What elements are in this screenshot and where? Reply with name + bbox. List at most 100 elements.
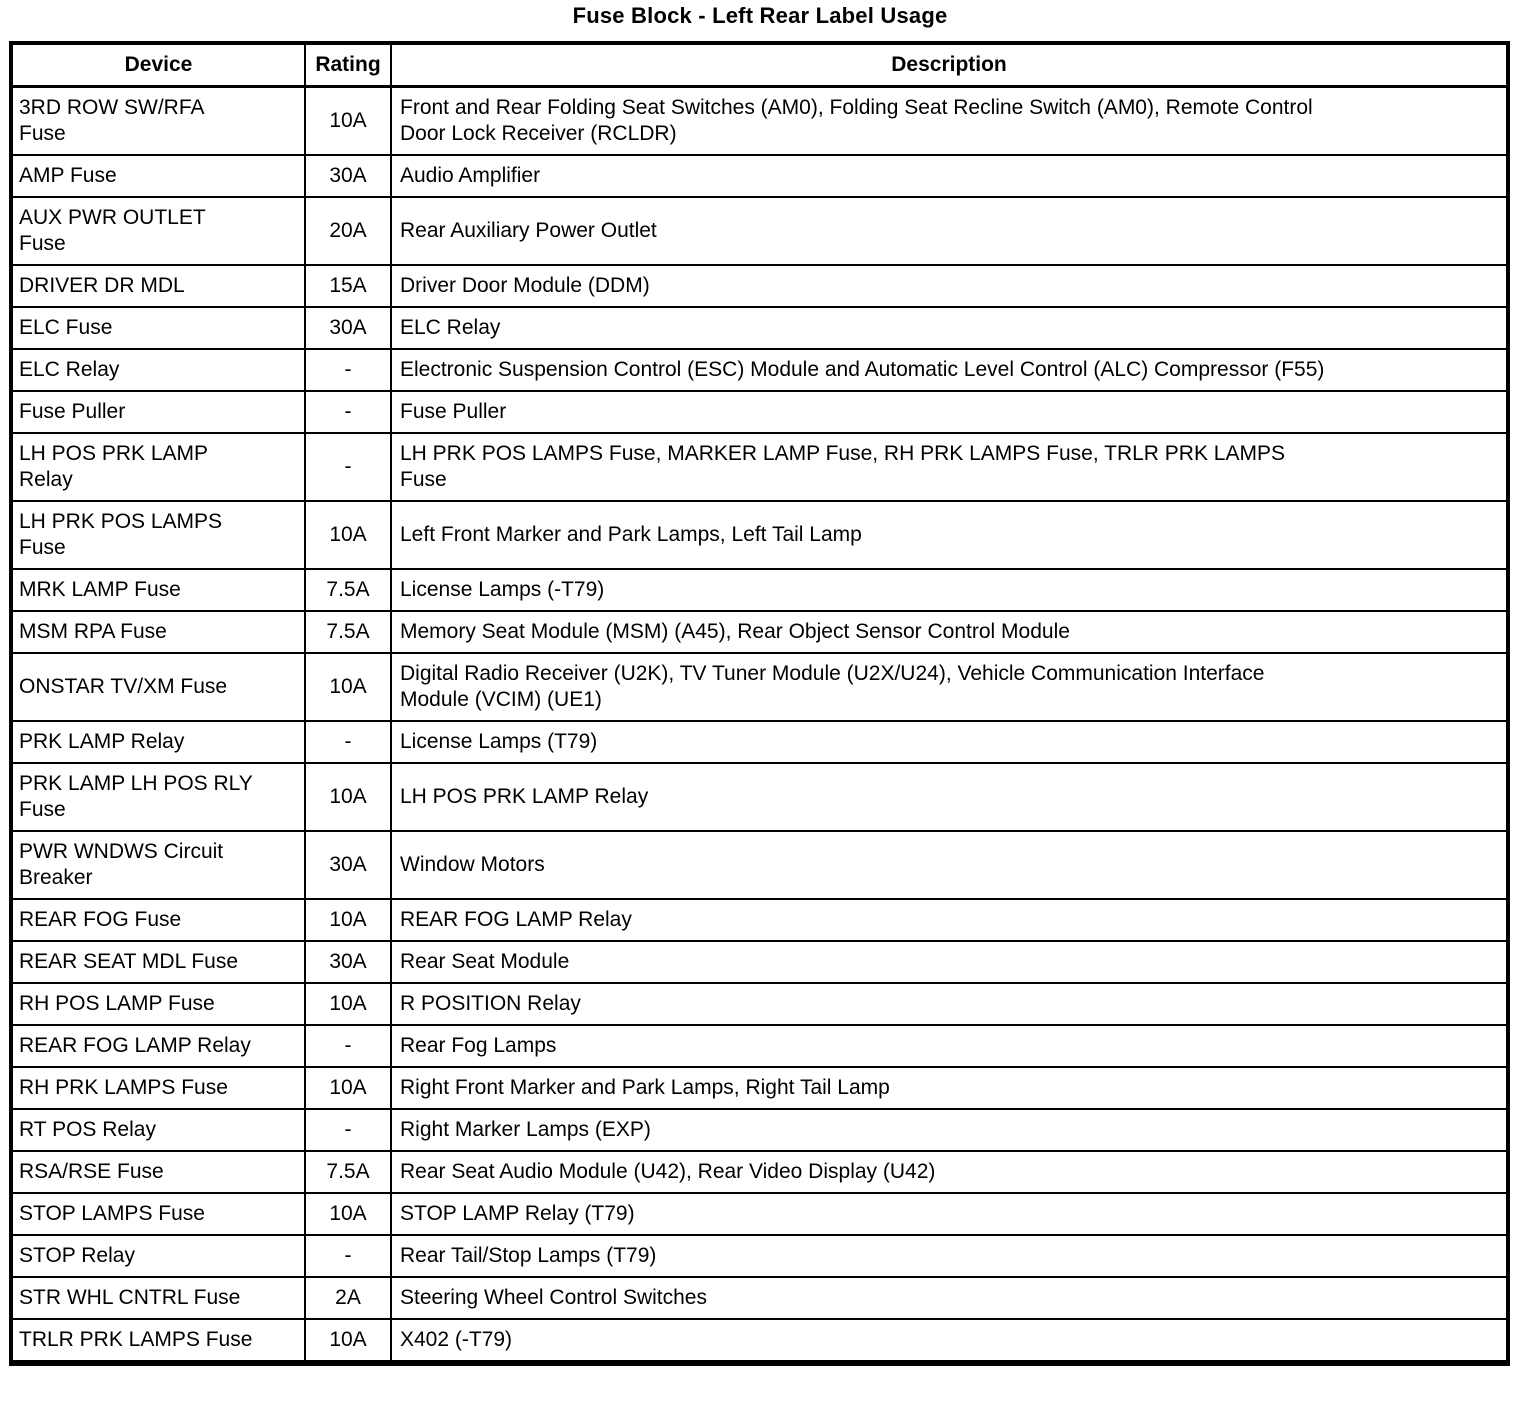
cell-device: TRLR PRK LAMPS Fuse (10, 1318, 306, 1364)
cell-rating: 2A (304, 1276, 392, 1320)
cell-device: REAR FOG Fuse (10, 898, 306, 942)
cell-rating: 7.5A (304, 1150, 392, 1194)
table-row: AUX PWR OUTLET Fuse 20A Rear Auxiliary Pow… (10, 196, 1509, 266)
cell-rating: 10A (304, 1318, 392, 1364)
cell-description: Window Motors (390, 830, 1509, 900)
cell-description: REAR FOG LAMP Relay (390, 898, 1509, 942)
table-row: AMP Fuse 30A Audio Amplifier (10, 154, 1509, 198)
cell-rating: - (304, 348, 392, 392)
cell-rating: 30A (304, 940, 392, 984)
table-row: RSA/RSE Fuse 7.5A Rear Seat Audio Module (… (10, 1150, 1509, 1194)
table-row: ONSTAR TV/XM Fuse 10A Digital Radio Receiv… (10, 652, 1509, 722)
table-row: STOP LAMPS Fuse 10A STOP LAMP Relay (T79) (10, 1192, 1509, 1236)
cell-rating: 10A (304, 1066, 392, 1110)
cell-device: RH POS LAMP Fuse (10, 982, 306, 1026)
table-row: MSM RPA Fuse 7.5A Memory Seat Module (MSM)… (10, 610, 1509, 654)
cell-rating: 10A (304, 982, 392, 1026)
table-row: REAR SEAT MDL Fuse 30A Rear Seat Module (10, 940, 1509, 984)
cell-rating: - (304, 432, 392, 502)
column-header-device: Device (10, 42, 306, 88)
cell-description: ELC Relay (390, 306, 1509, 350)
cell-rating: 30A (304, 154, 392, 198)
cell-device: STOP Relay (10, 1234, 306, 1278)
table-row: Fuse Puller - Fuse Puller (10, 390, 1509, 434)
cell-rating: - (304, 1234, 392, 1278)
cell-description: Rear Seat Module (390, 940, 1509, 984)
cell-rating: 30A (304, 306, 392, 350)
cell-device: STOP LAMPS Fuse (10, 1192, 306, 1236)
cell-description: Right Front Marker and Park Lamps, Right… (390, 1066, 1509, 1110)
table-row: STR WHL CNTRL Fuse 2A Steering Wheel Contr… (10, 1276, 1509, 1320)
table-row: TRLR PRK LAMPS Fuse 10A X402 (-T79) (10, 1318, 1509, 1364)
cell-device: LH PRK POS LAMPS Fuse (10, 500, 306, 570)
cell-device: AMP Fuse (10, 154, 306, 198)
table-row: STOP Relay - Rear Tail/Stop Lamps (T79) (10, 1234, 1509, 1278)
table-body: 3RD ROW SW/RFA Fuse 10A Front and Rear Fol… (10, 85, 1509, 1364)
cell-rating: - (304, 720, 392, 764)
table-row: ELC Relay - Electronic Suspension Control … (10, 348, 1509, 392)
cell-description: License Lamps (-T79) (390, 568, 1509, 612)
cell-rating: - (304, 1108, 392, 1152)
cell-device: ELC Fuse (10, 306, 306, 350)
cell-description: Rear Tail/Stop Lamps (T79) (390, 1234, 1509, 1278)
cell-description: X402 (-T79) (390, 1318, 1509, 1364)
cell-device: AUX PWR OUTLET Fuse (10, 196, 306, 266)
cell-rating: 10A (304, 762, 392, 832)
cell-description: STOP LAMP Relay (T79) (390, 1192, 1509, 1236)
cell-description: Fuse Puller (390, 390, 1509, 434)
cell-device: ELC Relay (10, 348, 306, 392)
table-row: PRK LAMP LH POS RLY Fuse 10A LH POS PRK LA… (10, 762, 1509, 832)
cell-description: Digital Radio Receiver (U2K), TV Tuner M… (390, 652, 1509, 722)
cell-description: License Lamps (T79) (390, 720, 1509, 764)
cell-description: R POSITION Relay (390, 982, 1509, 1026)
cell-rating: 15A (304, 264, 392, 308)
table-row: REAR FOG LAMP Relay - Rear Fog Lamps (10, 1024, 1509, 1068)
cell-description: Audio Amplifier (390, 154, 1509, 198)
cell-rating: 7.5A (304, 610, 392, 654)
cell-rating: 10A (304, 652, 392, 722)
cell-device: RT POS Relay (10, 1108, 306, 1152)
table-row: PRK LAMP Relay - License Lamps (T79) (10, 720, 1509, 764)
cell-description: Rear Auxiliary Power Outlet (390, 196, 1509, 266)
column-header-rating: Rating (304, 42, 392, 88)
cell-device: Fuse Puller (10, 390, 306, 434)
cell-rating: 10A (304, 898, 392, 942)
fuse-block-table: Device Rating Description 3RD ROW SW/RFA… (9, 41, 1510, 1366)
cell-device: REAR SEAT MDL Fuse (10, 940, 306, 984)
cell-description: Left Front Marker and Park Lamps, Left T… (390, 500, 1509, 570)
cell-device: STR WHL CNTRL Fuse (10, 1276, 306, 1320)
cell-description: Rear Fog Lamps (390, 1024, 1509, 1068)
cell-rating: - (304, 1024, 392, 1068)
header-row: Device Rating Description (10, 42, 1509, 88)
table-row: ELC Fuse 30A ELC Relay (10, 306, 1509, 350)
cell-device: PRK LAMP LH POS RLY Fuse (10, 762, 306, 832)
cell-device: REAR FOG LAMP Relay (10, 1024, 306, 1068)
cell-device: PRK LAMP Relay (10, 720, 306, 764)
table-row: MRK LAMP Fuse 7.5A License Lamps (-T79) (10, 568, 1509, 612)
cell-description: Driver Door Module (DDM) (390, 264, 1509, 308)
table-row: 3RD ROW SW/RFA Fuse 10A Front and Rear Fol… (10, 85, 1509, 156)
cell-description: Memory Seat Module (MSM) (A45), Rear Obj… (390, 610, 1509, 654)
table-row: RT POS Relay - Right Marker Lamps (EXP) (10, 1108, 1509, 1152)
cell-description: Rear Seat Audio Module (U42), Rear Video… (390, 1150, 1509, 1194)
table-header: Device Rating Description (10, 42, 1509, 88)
cell-device: LH POS PRK LAMP Relay (10, 432, 306, 502)
cell-device: MRK LAMP Fuse (10, 568, 306, 612)
cell-rating: 20A (304, 196, 392, 266)
cell-description: LH POS PRK LAMP Relay (390, 762, 1509, 832)
cell-rating: - (304, 390, 392, 434)
cell-rating: 10A (304, 500, 392, 570)
table-row: LH PRK POS LAMPS Fuse 10A Left Front Marke… (10, 500, 1509, 570)
cell-rating: 10A (304, 85, 392, 156)
page-title: Fuse Block - Left Rear Label Usage (572, 3, 948, 28)
cell-description: LH PRK POS LAMPS Fuse, MARKER LAMP Fuse,… (390, 432, 1509, 502)
cell-device: ONSTAR TV/XM Fuse (10, 652, 306, 722)
cell-rating: 30A (304, 830, 392, 900)
column-header-description: Description (390, 42, 1509, 88)
cell-description: Right Marker Lamps (EXP) (390, 1108, 1509, 1152)
table-row: PWR WNDWS Circuit Breaker 30A Window Motor… (10, 830, 1509, 900)
table-row: RH PRK LAMPS Fuse 10A Right Front Marker a… (10, 1066, 1509, 1110)
table-row: DRIVER DR MDL 15A Driver Door Module (DDM) (10, 264, 1509, 308)
cell-device: MSM RPA Fuse (10, 610, 306, 654)
table-row: RH POS LAMP Fuse 10A R POSITION Relay (10, 982, 1509, 1026)
